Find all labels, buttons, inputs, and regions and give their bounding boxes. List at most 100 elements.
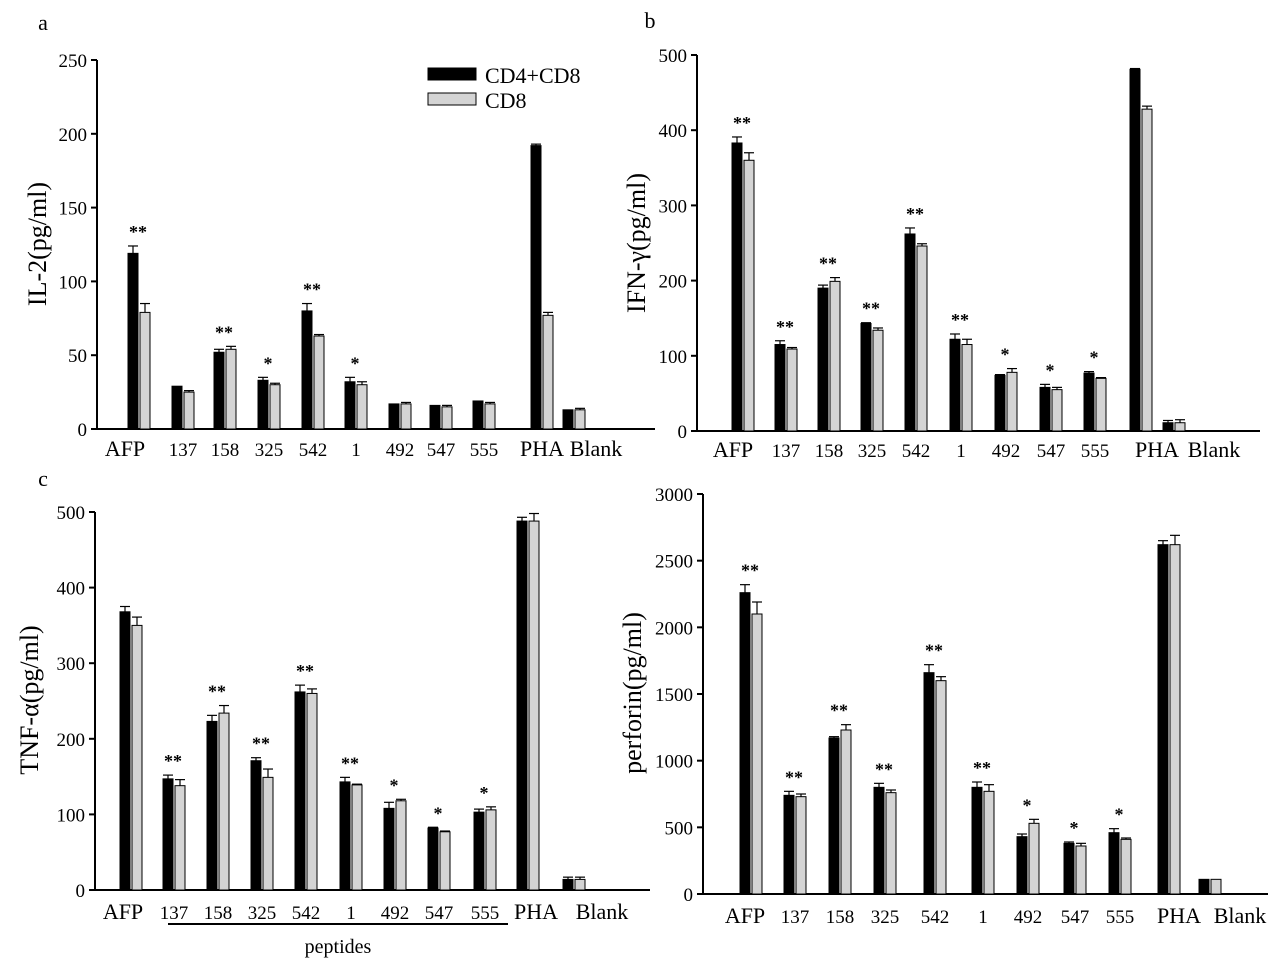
bar-cd4cd8 bbox=[1108, 832, 1120, 895]
y-tick-label: 1500 bbox=[655, 685, 693, 706]
significance-mark: ** bbox=[830, 701, 848, 721]
significance-mark: ** bbox=[951, 310, 969, 330]
y-tick-label: 3000 bbox=[655, 485, 693, 506]
y-tick-label: 200 bbox=[59, 125, 88, 146]
y-tick-label: 200 bbox=[659, 272, 688, 293]
panel-label: b bbox=[645, 8, 656, 33]
category-label: 325 bbox=[248, 903, 277, 924]
bar-cd8 bbox=[795, 796, 807, 895]
category-label: Blank bbox=[570, 436, 623, 461]
bar-cd8 bbox=[961, 344, 973, 432]
bar-cd8 bbox=[935, 680, 947, 895]
y-tick-label: 0 bbox=[78, 420, 88, 441]
bar-cd4cd8 bbox=[473, 811, 485, 891]
bar-cd4cd8 bbox=[1016, 836, 1028, 895]
significance-mark: * bbox=[434, 803, 443, 823]
y-axis-label: perforin(pg/ml) bbox=[618, 612, 647, 774]
bar-cd4cd8 bbox=[994, 374, 1006, 432]
chart-panel-2: 0100200300400500TNF-α(pg/ml)cAFP**137**1… bbox=[15, 466, 650, 924]
bar-cd8 bbox=[916, 245, 928, 432]
significance-mark: ** bbox=[733, 113, 751, 133]
bar-cd4cd8 bbox=[119, 611, 131, 891]
bar-cd8 bbox=[174, 785, 186, 891]
category-label: 542 bbox=[292, 903, 321, 924]
category-label: 137 bbox=[169, 440, 198, 461]
bar-cd8 bbox=[1051, 389, 1063, 432]
category-label: 137 bbox=[160, 903, 189, 924]
bar-cd8 bbox=[1075, 845, 1087, 895]
bar-cd8 bbox=[351, 784, 363, 891]
bar-cd4cd8 bbox=[1039, 386, 1051, 432]
y-tick-label: 250 bbox=[59, 51, 88, 72]
significance-mark: ** bbox=[208, 682, 226, 702]
significance-mark: * bbox=[1046, 360, 1055, 380]
legend-swatch-cd4cd8 bbox=[427, 67, 477, 81]
category-label: AFP bbox=[105, 436, 145, 461]
y-tick-label: 500 bbox=[659, 46, 688, 67]
significance-mark: ** bbox=[215, 322, 233, 342]
bar-cd8 bbox=[225, 348, 237, 430]
category-label: 325 bbox=[871, 907, 900, 928]
y-tick-label: 100 bbox=[57, 805, 86, 826]
bar-cd8 bbox=[1210, 878, 1222, 895]
y-tick-label: 100 bbox=[659, 347, 688, 368]
significance-mark: ** bbox=[129, 222, 147, 242]
bar-cd4cd8 bbox=[127, 252, 139, 430]
bar-cd4cd8 bbox=[530, 145, 542, 430]
significance-mark: ** bbox=[776, 317, 794, 337]
bar-cd8 bbox=[313, 335, 325, 430]
bar-cd4cd8 bbox=[206, 720, 218, 891]
category-label: 492 bbox=[992, 441, 1021, 462]
category-label: 555 bbox=[471, 903, 500, 924]
y-axis-label: TNF-α(pg/ml) bbox=[15, 625, 44, 774]
category-label: 547 bbox=[425, 903, 454, 924]
bar-cd8 bbox=[1169, 544, 1181, 895]
category-label: 158 bbox=[815, 441, 844, 462]
category-label: 542 bbox=[299, 440, 328, 461]
category-label: 542 bbox=[902, 441, 931, 462]
bar-cd4cd8 bbox=[1198, 878, 1210, 895]
category-label: 1 bbox=[956, 441, 966, 462]
significance-mark: * bbox=[1115, 805, 1124, 825]
bar-cd8 bbox=[139, 311, 151, 430]
bar-cd4cd8 bbox=[472, 400, 484, 430]
bar-cd4cd8 bbox=[257, 379, 269, 430]
bar-cd8 bbox=[983, 790, 995, 895]
category-label: 555 bbox=[1081, 441, 1110, 462]
significance-mark: * bbox=[390, 775, 399, 795]
significance-mark: * bbox=[1001, 345, 1010, 365]
category-label: 547 bbox=[427, 440, 456, 461]
bar-cd4cd8 bbox=[562, 878, 574, 891]
bar-cd8 bbox=[786, 348, 798, 432]
category-label: 492 bbox=[381, 903, 410, 924]
bar-cd4cd8 bbox=[860, 322, 872, 432]
bar-cd4cd8 bbox=[294, 691, 306, 891]
bar-cd4cd8 bbox=[344, 381, 356, 430]
bar-cd4cd8 bbox=[562, 409, 574, 430]
significance-mark: ** bbox=[296, 661, 314, 681]
category-label: 492 bbox=[1014, 907, 1043, 928]
bar-cd8 bbox=[1120, 838, 1132, 895]
significance-mark: ** bbox=[973, 758, 991, 778]
y-tick-label: 50 bbox=[68, 346, 87, 367]
bar-cd8 bbox=[840, 729, 852, 895]
bar-cd4cd8 bbox=[971, 786, 983, 895]
category-label: Blank bbox=[576, 899, 629, 924]
bar-cd4cd8 bbox=[1162, 422, 1174, 432]
category-label: 158 bbox=[204, 903, 233, 924]
bar-cd4cd8 bbox=[301, 310, 313, 430]
y-tick-label: 0 bbox=[76, 881, 86, 902]
significance-mark: * bbox=[1090, 348, 1099, 368]
bar-cd8 bbox=[400, 403, 412, 430]
significance-mark: * bbox=[1023, 795, 1032, 815]
significance-mark: ** bbox=[862, 299, 880, 319]
bar-cd4cd8 bbox=[383, 807, 395, 891]
y-axis-label: IL-2(pg/ml) bbox=[23, 182, 52, 306]
bar-cd8 bbox=[1174, 422, 1186, 432]
significance-mark: * bbox=[1070, 818, 1079, 838]
bar-cd8 bbox=[441, 406, 453, 430]
bar-cd4cd8 bbox=[388, 403, 400, 430]
bar-cd8 bbox=[1028, 822, 1040, 895]
bar-cd8 bbox=[885, 792, 897, 895]
